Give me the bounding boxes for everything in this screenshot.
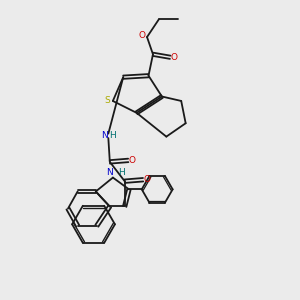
Text: N: N bbox=[106, 168, 113, 177]
Text: S: S bbox=[105, 97, 110, 106]
Text: H: H bbox=[109, 131, 116, 140]
Text: O: O bbox=[139, 32, 146, 40]
Text: O: O bbox=[129, 156, 136, 165]
Text: N: N bbox=[101, 131, 107, 140]
Text: O: O bbox=[171, 53, 178, 62]
Text: H: H bbox=[118, 168, 125, 177]
Text: O: O bbox=[144, 175, 151, 184]
